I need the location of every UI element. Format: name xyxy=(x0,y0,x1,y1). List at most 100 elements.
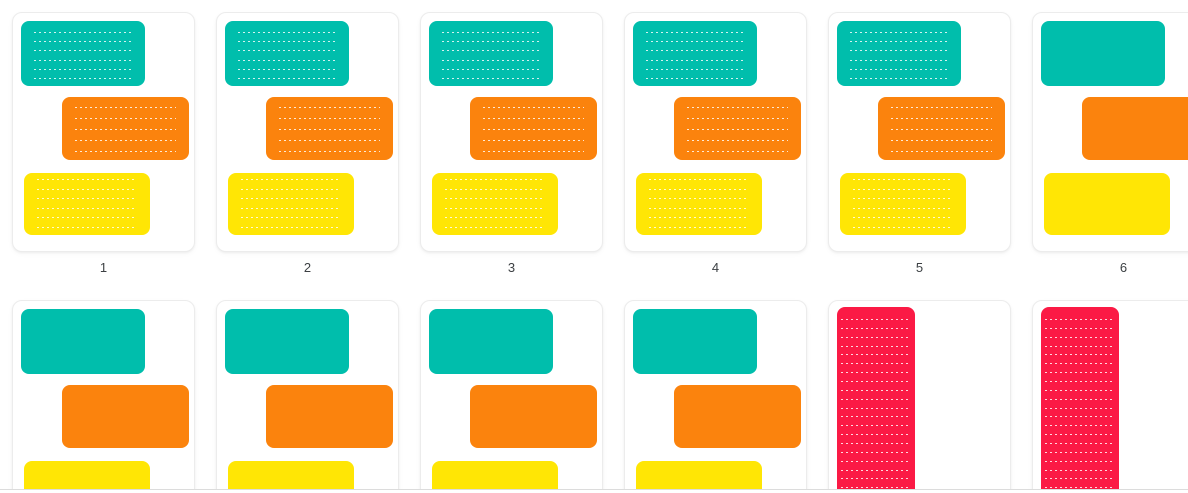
page-thumbnail[interactable] xyxy=(12,300,195,493)
placeholder-text-line xyxy=(37,179,137,180)
placeholder-text-line xyxy=(37,207,137,209)
placeholder-text-line xyxy=(853,188,953,190)
placeholder-text-line xyxy=(238,50,336,52)
placeholder-text-line xyxy=(442,50,540,52)
yellow-placeholder-block xyxy=(432,173,558,235)
page-thumbnail[interactable] xyxy=(828,12,1011,252)
placeholder-text-line xyxy=(75,140,176,141)
orange-placeholder-block xyxy=(62,385,189,448)
page-thumbnail[interactable] xyxy=(216,300,399,493)
placeholder-text-line xyxy=(649,198,749,200)
thumbnail-cell xyxy=(216,300,399,493)
placeholder-text-line xyxy=(279,107,380,108)
placeholder-text-line xyxy=(850,59,948,61)
page-thumbnail[interactable] xyxy=(624,300,807,493)
placeholder-text-line xyxy=(841,443,911,445)
yellow-placeholder-block xyxy=(24,173,150,235)
placeholder-text-line xyxy=(238,41,336,43)
orange-placeholder-block xyxy=(878,97,1005,160)
thumbnail-cell xyxy=(420,300,603,493)
thumbnail-cell: 3 xyxy=(420,12,603,276)
placeholder-text-line xyxy=(687,151,788,152)
placeholder-text-line xyxy=(442,77,540,79)
placeholder-text-line xyxy=(34,59,132,61)
placeholder-text-line xyxy=(841,416,911,418)
orange-placeholder-block xyxy=(470,97,597,160)
placeholder-text-line xyxy=(1045,354,1115,356)
placeholder-text-line xyxy=(649,207,749,209)
orange-placeholder-block xyxy=(266,97,393,160)
placeholder-text-line xyxy=(850,41,948,43)
placeholder-text-line xyxy=(37,188,137,190)
yellow-placeholder-block xyxy=(636,173,762,235)
placeholder-text-line xyxy=(75,118,176,119)
placeholder-text-line xyxy=(445,179,545,180)
placeholder-text-line xyxy=(238,77,336,79)
placeholder-text-line xyxy=(75,129,176,130)
yellow-placeholder-block xyxy=(636,461,762,493)
yellow-placeholder-block xyxy=(228,461,354,493)
placeholder-text-line xyxy=(853,179,953,180)
placeholder-text-line xyxy=(841,363,911,365)
orange-placeholder-block xyxy=(62,97,189,160)
page-thumbnail[interactable] xyxy=(624,12,807,252)
placeholder-text-line xyxy=(649,217,749,219)
orange-placeholder-block xyxy=(470,385,597,448)
teal-placeholder-block xyxy=(429,21,553,86)
orange-placeholder-block xyxy=(674,97,801,160)
placeholder-text-line xyxy=(442,41,540,43)
placeholder-text-line xyxy=(1045,487,1115,489)
page-number-label: 6 xyxy=(1119,260,1128,275)
placeholder-text-line xyxy=(891,107,992,108)
placeholder-text-line xyxy=(1045,416,1115,418)
placeholder-text-line xyxy=(75,151,176,152)
placeholder-text-line xyxy=(442,32,540,33)
thumbnail-cell xyxy=(1032,300,1188,493)
placeholder-text-line xyxy=(1045,381,1115,383)
placeholder-text-line xyxy=(841,451,911,453)
teal-placeholder-block xyxy=(21,309,145,374)
thumbnail-cell: 1 xyxy=(12,12,195,276)
placeholder-text-line xyxy=(483,140,584,141)
placeholder-text-line xyxy=(1045,469,1115,471)
thumbnail-cell: 4 xyxy=(624,12,807,276)
yellow-placeholder-block xyxy=(228,173,354,235)
placeholder-text-line xyxy=(1045,327,1115,329)
placeholder-text-line xyxy=(445,198,545,200)
page-thumbnail[interactable] xyxy=(216,12,399,252)
placeholder-text-line xyxy=(841,389,911,391)
orange-placeholder-block xyxy=(674,385,801,448)
teal-placeholder-block xyxy=(429,309,553,374)
placeholder-text-line xyxy=(850,77,948,79)
placeholder-text-line xyxy=(841,319,911,320)
page-thumbnail[interactable] xyxy=(12,12,195,252)
page-thumbnail[interactable] xyxy=(420,12,603,252)
placeholder-text-line xyxy=(1045,407,1115,409)
placeholder-text-line xyxy=(853,207,953,209)
page-thumbnail[interactable] xyxy=(1032,12,1188,252)
placeholder-text-line xyxy=(34,50,132,52)
placeholder-text-line xyxy=(241,188,341,190)
thumbnail-cell xyxy=(12,300,195,493)
page-number-label: 5 xyxy=(915,260,924,275)
placeholder-text-line xyxy=(483,129,584,130)
placeholder-text-line xyxy=(238,59,336,61)
placeholder-text-line xyxy=(1045,478,1115,480)
placeholder-text-line xyxy=(841,469,911,471)
placeholder-text-line xyxy=(37,226,137,228)
teal-placeholder-block xyxy=(1041,21,1165,86)
placeholder-text-line xyxy=(853,217,953,219)
placeholder-text-line xyxy=(841,407,911,409)
placeholder-text-line xyxy=(1045,460,1115,462)
placeholder-text-line xyxy=(841,434,911,436)
placeholder-text-line xyxy=(1045,372,1115,374)
placeholder-text-line xyxy=(649,179,749,180)
page-thumbnail[interactable] xyxy=(420,300,603,493)
page-thumbnail[interactable] xyxy=(828,300,1011,493)
placeholder-text-line xyxy=(445,217,545,219)
placeholder-text-line xyxy=(850,68,948,70)
page-thumbnail[interactable] xyxy=(1032,300,1188,493)
placeholder-text-line xyxy=(241,179,341,180)
placeholder-text-line xyxy=(841,487,911,489)
